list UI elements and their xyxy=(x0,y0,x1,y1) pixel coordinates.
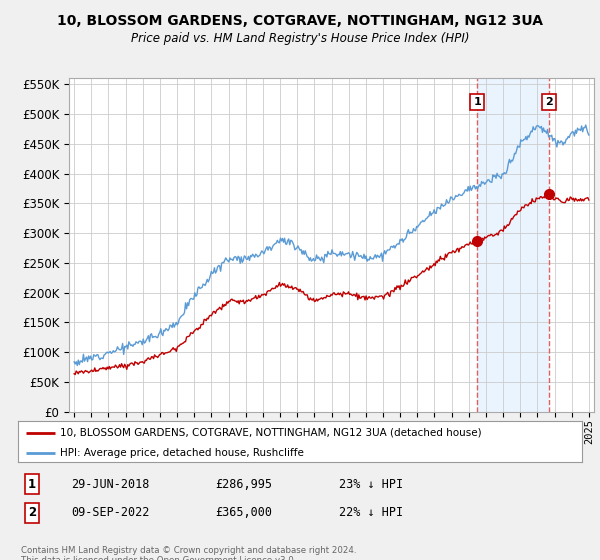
Text: 2: 2 xyxy=(28,506,36,520)
Text: Contains HM Land Registry data © Crown copyright and database right 2024.
This d: Contains HM Land Registry data © Crown c… xyxy=(21,546,356,560)
Bar xyxy=(478,78,550,412)
Text: 1: 1 xyxy=(473,97,481,107)
Text: £365,000: £365,000 xyxy=(215,506,272,520)
Text: 2: 2 xyxy=(545,97,553,107)
Text: 10, BLOSSOM GARDENS, COTGRAVE, NOTTINGHAM, NG12 3UA: 10, BLOSSOM GARDENS, COTGRAVE, NOTTINGHA… xyxy=(57,14,543,28)
Text: 23% ↓ HPI: 23% ↓ HPI xyxy=(340,478,404,491)
Text: HPI: Average price, detached house, Rushcliffe: HPI: Average price, detached house, Rush… xyxy=(60,448,304,458)
Text: 1: 1 xyxy=(28,478,36,491)
Text: 10, BLOSSOM GARDENS, COTGRAVE, NOTTINGHAM, NG12 3UA (detached house): 10, BLOSSOM GARDENS, COTGRAVE, NOTTINGHA… xyxy=(60,428,482,437)
Text: 29-JUN-2018: 29-JUN-2018 xyxy=(71,478,150,491)
Text: 22% ↓ HPI: 22% ↓ HPI xyxy=(340,506,404,520)
Text: £286,995: £286,995 xyxy=(215,478,272,491)
Text: 09-SEP-2022: 09-SEP-2022 xyxy=(71,506,150,520)
Text: Price paid vs. HM Land Registry's House Price Index (HPI): Price paid vs. HM Land Registry's House … xyxy=(131,32,469,45)
